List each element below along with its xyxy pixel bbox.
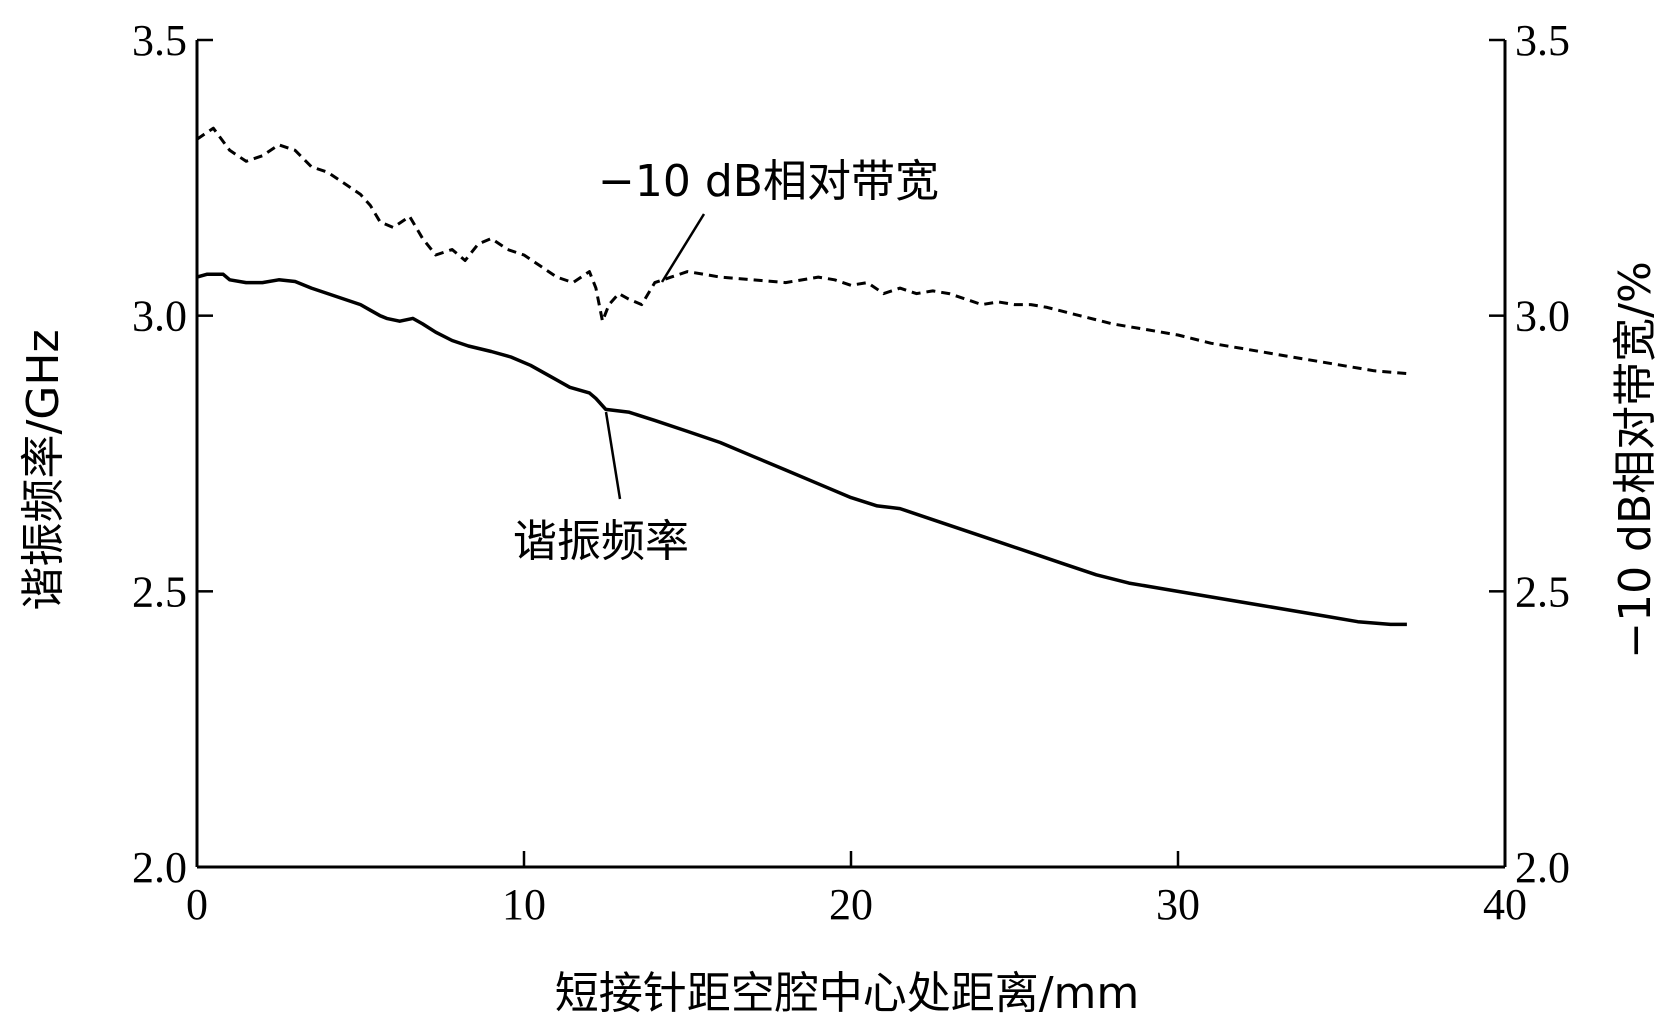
x-tick-label: 10 [502,880,546,929]
y-right-tick-label: 2.5 [1515,567,1570,616]
y-right-tick-label: 3.5 [1515,16,1570,65]
x-tick-label: 20 [829,880,873,929]
ticks: 0 10 20 30 402.02.53.03.52.02.53.03.5 [132,16,1570,929]
frequency-annotation: 谐振频率 [513,516,689,567]
y-right-tick-label: 3.0 [1515,292,1570,341]
x-tick-label: 40 [1483,880,1527,929]
bandwidth-series-line [196,126,1408,376]
x-tick-label: 30 [1156,880,1200,929]
y-left-tick-label: 2.5 [132,567,187,616]
y-left-tick-label: 3.0 [132,292,187,341]
bandwidth-annotation: −10 dB相对带宽 [598,156,939,207]
y-right-tick-label: 2.0 [1515,843,1570,892]
y-left-tick-label: 3.5 [132,16,187,65]
bandwidth-annotation-leader [660,213,706,283]
series-layer [196,126,1408,627]
frequency-annotation-leader [604,411,622,500]
y-left-tick-label: 2.0 [132,843,187,892]
frequency-series-line [196,272,1407,627]
x-tick-label: 0 [186,880,208,929]
y-axis-right-title: −10 dB相对带宽/% [1610,261,1661,659]
y-axis-left-title: 谐振频率/GHz [18,329,69,610]
x-axis-title: 短接针距空腔中心处距离/mm [555,968,1140,1019]
